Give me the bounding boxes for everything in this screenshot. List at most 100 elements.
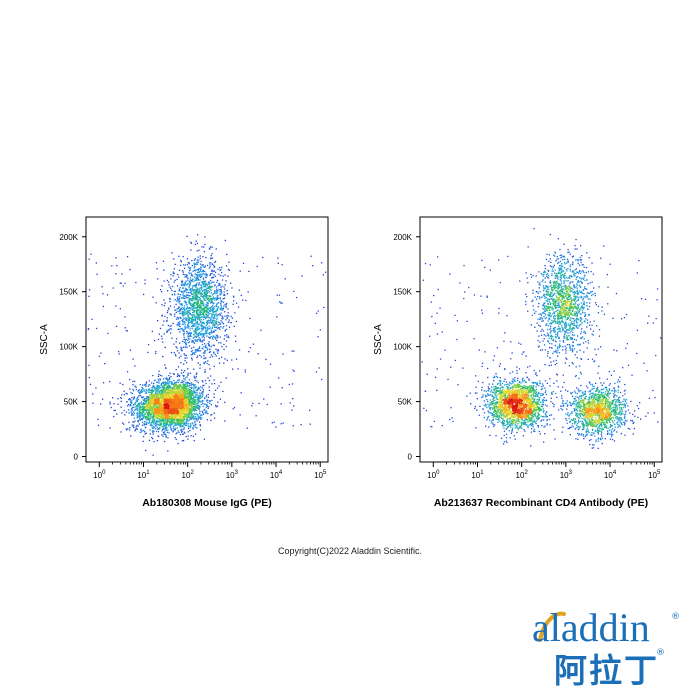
event-dot xyxy=(188,318,190,321)
event-dot xyxy=(181,410,183,413)
event-dot xyxy=(194,395,196,397)
event-dot xyxy=(152,431,154,434)
event-dot xyxy=(158,403,161,406)
event-dot xyxy=(155,402,157,404)
event-dot xyxy=(190,272,192,274)
event-dot xyxy=(188,298,190,301)
event-dot xyxy=(210,295,212,298)
event-dot xyxy=(232,295,235,297)
event-dot xyxy=(137,403,140,405)
event-dot xyxy=(116,413,118,415)
event-dot xyxy=(172,406,174,408)
event-dot xyxy=(184,276,186,278)
event-dot xyxy=(175,391,177,393)
event-dot xyxy=(192,324,194,326)
event-dot xyxy=(194,301,196,304)
event-dot xyxy=(169,328,171,330)
event-dot xyxy=(156,400,158,402)
event-dot xyxy=(194,276,196,278)
event-dot xyxy=(211,355,214,358)
event-dot xyxy=(130,411,132,413)
event-dot xyxy=(213,303,215,305)
event-dot xyxy=(200,311,202,314)
event-dot xyxy=(190,389,192,391)
event-dot xyxy=(203,299,205,301)
event-dot xyxy=(115,305,117,307)
event-dot xyxy=(196,271,199,273)
event-dot xyxy=(197,277,199,279)
event-dot xyxy=(205,396,207,398)
event-dot xyxy=(195,269,197,271)
event-dot xyxy=(162,429,164,431)
event-dot xyxy=(160,406,162,408)
event-dot xyxy=(151,418,153,420)
event-dot xyxy=(210,318,212,320)
event-dot xyxy=(195,399,197,401)
event-dot xyxy=(152,407,154,409)
event-dot xyxy=(205,382,207,385)
event-dot xyxy=(175,392,177,394)
event-dot xyxy=(179,310,181,313)
event-dot xyxy=(176,394,178,396)
event-dot xyxy=(186,361,188,364)
event-dot xyxy=(211,246,213,248)
event-dot xyxy=(190,390,192,392)
event-dot xyxy=(175,417,177,419)
event-dot xyxy=(145,397,147,400)
event-dot xyxy=(138,415,140,417)
event-dot xyxy=(275,426,277,428)
event-dot xyxy=(220,301,222,303)
event-dot xyxy=(195,285,197,288)
event-dot xyxy=(205,256,207,259)
event-dot xyxy=(158,427,160,429)
event-dot xyxy=(154,408,156,410)
event-dot xyxy=(176,308,178,310)
event-dot xyxy=(173,395,176,397)
event-dot xyxy=(169,393,171,395)
event-dot xyxy=(177,296,179,298)
event-dot xyxy=(205,296,208,298)
event-dot xyxy=(177,298,179,301)
event-dot xyxy=(182,401,184,403)
event-dot xyxy=(173,417,175,420)
event-dot xyxy=(200,325,202,328)
event-dot xyxy=(185,295,187,297)
event-dot xyxy=(315,371,318,373)
event-dot xyxy=(185,422,187,425)
event-dot xyxy=(167,310,169,312)
event-dot xyxy=(176,393,178,395)
event-dot xyxy=(161,409,164,411)
event-dot xyxy=(133,411,135,413)
event-dot xyxy=(185,319,187,321)
event-dot xyxy=(182,387,185,389)
event-dot xyxy=(188,263,190,265)
event-dot xyxy=(225,328,228,330)
event-dot xyxy=(175,311,177,314)
event-dot xyxy=(228,269,231,271)
event-dot xyxy=(276,294,278,296)
event-dot xyxy=(171,393,173,395)
event-dot xyxy=(170,314,172,316)
event-dot xyxy=(190,401,192,403)
event-dot xyxy=(221,321,223,323)
event-dot xyxy=(175,388,177,391)
event-dot xyxy=(223,362,225,364)
event-dot xyxy=(153,382,155,385)
event-dot xyxy=(203,292,205,294)
event-dot xyxy=(171,383,173,386)
event-dot xyxy=(141,390,143,392)
event-dot xyxy=(188,389,190,391)
event-dot xyxy=(197,293,199,295)
event-dot xyxy=(176,405,178,408)
event-dot xyxy=(102,305,104,308)
event-dot xyxy=(153,415,155,417)
event-dot xyxy=(208,328,211,330)
event-dots xyxy=(87,234,327,456)
event-dot xyxy=(223,291,225,293)
event-dot xyxy=(194,266,196,268)
event-dot xyxy=(141,430,143,432)
event-dot xyxy=(205,282,207,284)
event-dot xyxy=(193,333,195,335)
event-dot xyxy=(171,289,173,292)
event-dot xyxy=(178,400,180,403)
